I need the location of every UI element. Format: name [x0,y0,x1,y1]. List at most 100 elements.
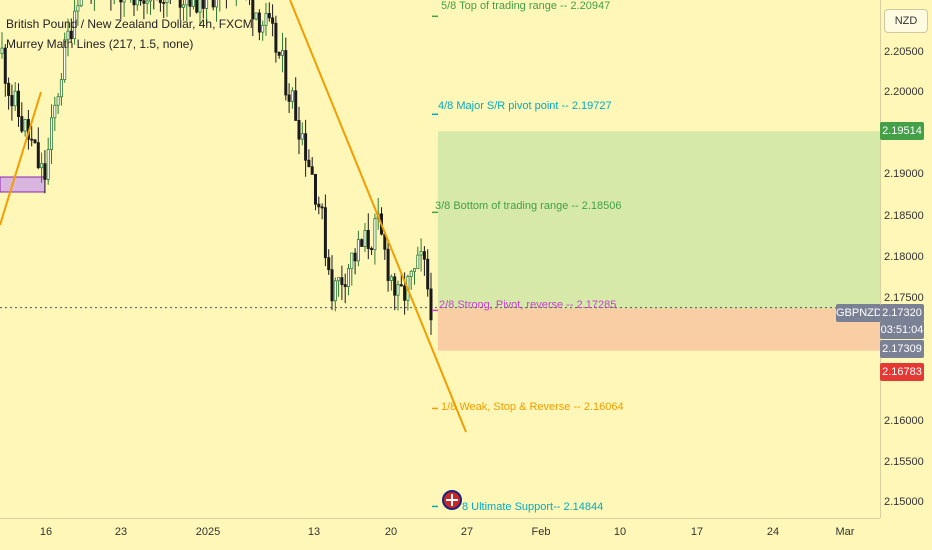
candle-body [132,0,136,6]
candle-body [50,117,54,150]
x-tick: 10 [613,526,627,538]
candle-body [56,96,60,106]
y-tick: 2.15000 [884,496,924,508]
candle-body [337,277,341,282]
candle-body [40,163,44,169]
candle-body [16,90,20,117]
candle-body [10,95,14,107]
candle-body [280,50,284,56]
candle-body [73,10,77,40]
candle-body [122,0,126,3]
candle-body [63,39,67,81]
candle-body [284,50,288,96]
y-tick: 2.17500 [884,292,924,304]
murrey-line-label: 3/8 Bottom of trading range -- 2.18506 [435,200,622,212]
candle-body [320,206,324,209]
candle-body [3,47,7,84]
candle-body [274,22,278,53]
candle-body [412,268,416,272]
y-tick: 2.20000 [884,86,924,98]
candle-body [254,12,258,20]
candle-body [393,276,397,296]
stop-zone [438,308,880,351]
candle-body [201,0,205,9]
candle-body [188,0,192,7]
x-tick: 24 [766,526,780,538]
candle-body [363,229,367,247]
y-tick: 2.15500 [884,456,924,468]
candle-body [422,251,426,260]
candle-body [69,30,73,40]
price-axis[interactable] [880,0,932,518]
x-tick: 17 [690,526,704,538]
x-tick: Feb [531,526,551,538]
candle-body [343,284,347,288]
candle-body [205,0,209,9]
candle-body [373,218,377,251]
candle-body [191,0,195,7]
time-axis[interactable] [0,518,880,550]
candle-body [178,0,182,8]
candle-body [313,173,317,205]
candle-body [264,13,268,26]
chart-title: British Pound / New Zealand Dollar, 4h, … [6,17,253,31]
candle-body [370,248,374,251]
x-tick: Mar [835,526,855,538]
candle-body [403,285,407,301]
candle-body [389,276,393,281]
candle-body [46,149,50,180]
consolidation-box [0,176,46,193]
y-tick: 2.18000 [884,251,924,263]
x-tick: 2025 [195,526,221,538]
candle-body [198,0,202,13]
candle-body [416,254,420,270]
candle-body [135,0,139,6]
target-price-badge: 2.19514 [880,122,924,140]
candle-body [53,104,57,119]
candle-body [307,159,311,168]
candle-body [76,5,80,12]
candle-body [426,258,430,290]
candle-body [119,0,123,3]
candle-body [386,248,390,281]
candle-body [13,90,17,107]
candle-body [7,82,11,96]
y-tick: 2.16000 [884,415,924,427]
candle-body [66,30,70,41]
murrey-line-label: 8 Ultimate Support-- 2.14844 [462,501,604,513]
candle-body [271,17,275,24]
candle-body [257,12,261,33]
countdown-badge: 03:51:04 [880,321,924,339]
price-plot[interactable] [0,0,880,518]
candle-body [353,252,357,262]
candle-body [429,288,433,321]
candle-body [158,0,162,3]
candle-body [148,0,152,2]
candle-body [162,2,166,4]
candle-body [214,0,218,8]
candle-body [142,0,146,4]
candle-body [185,0,189,6]
y-tick: 2.18500 [884,210,924,222]
candle-body [294,90,298,121]
murrey-line-label: 2/8 Strong, Pivot, reverse -- 2.17285 [439,299,617,311]
murrey-line-label: 4/8 Major S/R pivot point -- 2.19727 [438,100,612,112]
candle-body [43,163,47,180]
candle-body [290,90,294,102]
candle-body [195,0,199,13]
candle-body [366,229,370,249]
target-zone [438,131,880,309]
candle-body [346,268,350,288]
candle-body [419,251,423,256]
currency-button[interactable]: NZD [884,9,928,33]
candle-body [139,0,143,2]
x-tick: 16 [39,526,53,538]
candle-body [165,0,169,4]
candle-body [277,51,281,56]
candle-body [360,239,364,247]
candle-body [350,252,354,270]
candle-body [300,133,304,140]
y-tick: 2.20500 [884,46,924,58]
murrey-line-label: 1/8 Weak, Stop & Reverse -- 2.16064 [441,401,624,413]
